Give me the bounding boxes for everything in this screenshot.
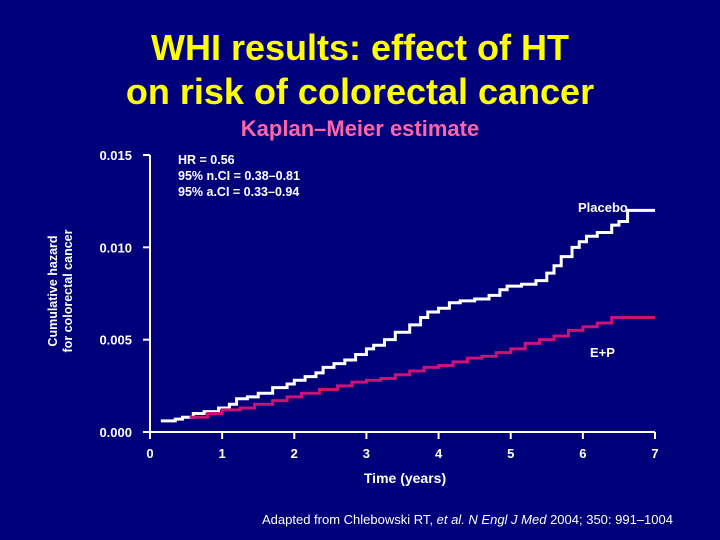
title-line-1: WHI results: effect of HT bbox=[150, 27, 570, 68]
source-prefix: Adapted from Chlebowski RT, bbox=[262, 512, 437, 527]
source-citation: Adapted from Chlebowski RT, et al. N Eng… bbox=[262, 512, 673, 527]
x-tick-label: 2 bbox=[291, 446, 298, 461]
x-tick-label: 1 bbox=[219, 446, 226, 461]
placebo-curve bbox=[160, 208, 655, 423]
x-tick-label: 5 bbox=[507, 446, 514, 461]
source-etal: et al. bbox=[436, 512, 465, 527]
slide-title: WHI results: effect of HT on risk of col… bbox=[0, 26, 720, 114]
x-tick-label: 0 bbox=[146, 446, 153, 461]
ep-label: E+P bbox=[590, 345, 615, 360]
x-tick-label: 4 bbox=[435, 446, 443, 461]
x-tick-label: 7 bbox=[651, 446, 658, 461]
y-tick-label: 0.000 bbox=[99, 425, 132, 440]
y-axis-label-line-2: for colorectal cancer bbox=[61, 229, 75, 353]
chart-subtitle: Kaplan–Meier estimate bbox=[240, 116, 480, 141]
ep-curve bbox=[189, 316, 655, 419]
y-tick-label: 0.005 bbox=[99, 333, 132, 348]
placebo-label: Placebo bbox=[578, 200, 628, 215]
series-layer bbox=[160, 208, 655, 423]
x-tick-label: 3 bbox=[363, 446, 370, 461]
source-suffix: 2004; 350: 991–1004 bbox=[546, 512, 673, 527]
title-line-2: on risk of colorectal cancer bbox=[125, 71, 595, 112]
y-tick-label: 0.010 bbox=[99, 240, 132, 255]
x-tick-label: 6 bbox=[579, 446, 586, 461]
y-tick-label: 0.015 bbox=[99, 148, 132, 163]
axes: 0.000 0.005 0.010 0.015 0 1 2 3 4 5 6 7 bbox=[99, 148, 658, 461]
y-axis-label-line-1: Cumulative hazard bbox=[46, 235, 60, 347]
source-journal: N Engl J Med bbox=[464, 512, 547, 527]
hr-line: HR = 0.56 bbox=[178, 153, 235, 167]
hazard-ratio-annotation: HR = 0.56 95% n.CI = 0.38–0.81 95% a.CI … bbox=[178, 152, 300, 200]
nci-line: 95% n.CI = 0.38–0.81 bbox=[178, 169, 300, 183]
aci-line: 95% a.CI = 0.33–0.94 bbox=[178, 185, 300, 199]
x-axis-label: Time (years) bbox=[363, 470, 447, 486]
y-axis-label: Cumulative hazard for colorectal cancer bbox=[46, 216, 76, 366]
